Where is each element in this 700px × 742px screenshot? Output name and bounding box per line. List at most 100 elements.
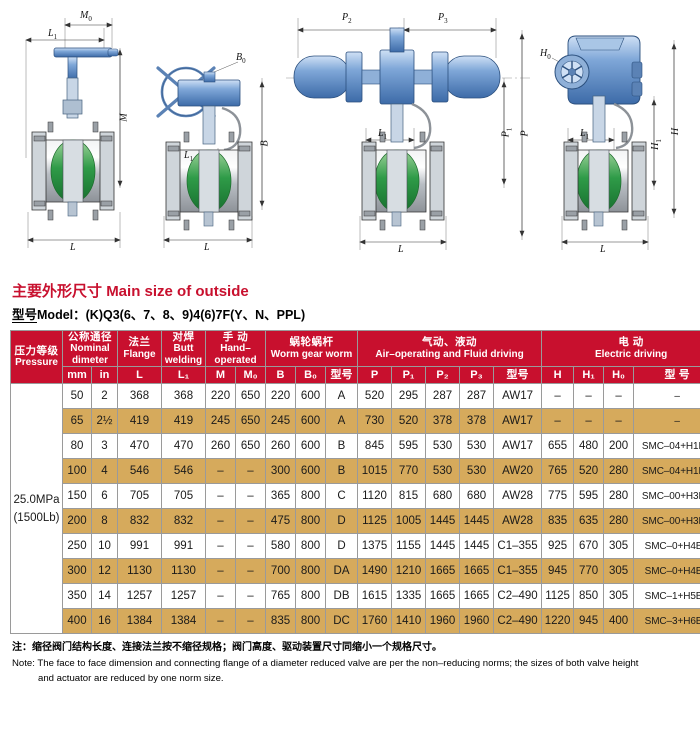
th-electric-en: Electric driving	[594, 348, 668, 360]
th-electric-cn: 电 动	[618, 336, 644, 349]
cell-worm-model: DC	[325, 608, 359, 635]
th-sub-B: B	[265, 366, 297, 385]
cell-H0: 280	[603, 483, 635, 510]
cell-P2: 378	[425, 408, 461, 435]
cell-H0: 305	[603, 533, 635, 560]
cell-electric-model: SMC–0+H4BC	[633, 533, 700, 560]
footnote-en-line1: Note: The face to face dimension and con…	[12, 657, 639, 669]
cell-P2: 1665	[425, 558, 461, 585]
main-size-table: 压力等级 Pressure 公称通径 Nominal dimeter 法兰 Fla…	[10, 329, 700, 635]
cell-P1: 1410	[391, 608, 427, 635]
cell-H: –	[541, 383, 575, 410]
cell-electric-model: SMC–00+H3BC	[633, 483, 700, 510]
section-title-en: Main size of outside	[106, 283, 249, 300]
cell-electric-model: SMC–1+H5BC	[633, 583, 700, 610]
cell-P2: 1445	[425, 533, 461, 560]
cell-M0: 650	[234, 408, 267, 435]
electric-actuator-valve-svg	[551, 35, 677, 250]
cell-H: 1125	[541, 583, 575, 610]
cell-air-model: AW20	[493, 458, 543, 485]
th-nominal-en: Nominal dimeter	[70, 342, 110, 366]
cell-H: 835	[541, 508, 575, 535]
cell-L1: 991	[161, 533, 206, 560]
cell-pressure: 25.0MPa (1500Lb)	[10, 383, 63, 635]
cell-H: 655	[541, 433, 575, 460]
th-air-en: Air–operating and Fluid driving	[375, 348, 524, 360]
cell-H1: 595	[573, 483, 605, 510]
header-sub-row: mm in L L₁ M M₀ B B₀ 型号 P P₁ P₂ P₃ 型号 H …	[11, 366, 700, 385]
cell-air-model: AW28	[493, 508, 543, 535]
cell-worm-model: D	[325, 508, 359, 535]
th-sub-P2: P₂	[425, 366, 461, 385]
cell-P2: 1665	[425, 583, 461, 610]
cell-B: 300	[265, 458, 297, 485]
dim-label-B: B	[259, 140, 271, 147]
cell-H0: 280	[603, 458, 635, 485]
cell-P3: 1445	[459, 533, 495, 560]
th-group-pressure: 压力等级 Pressure	[10, 329, 63, 385]
cell-M: –	[205, 458, 236, 485]
cell-P2: 287	[425, 383, 461, 410]
th-group-butt-welding: 对焊 Butt welding	[161, 329, 206, 368]
cell-B0: 600	[295, 433, 327, 460]
pneumatic-actuator-valve-svg	[286, 18, 532, 250]
cell-H: –	[541, 408, 575, 435]
cell-electric-model: SMC–3+H6BC	[633, 608, 700, 635]
th-flange-cn: 法兰	[128, 336, 151, 349]
dim-label-P1: P1	[500, 127, 514, 138]
th-worm-cn: 蜗轮蜗杆	[289, 336, 334, 349]
cell-P1: 520	[391, 408, 427, 435]
cell-M: –	[205, 558, 236, 585]
cell-L: 1257	[117, 583, 162, 610]
cell-L: 705	[117, 483, 162, 510]
cell-L: 832	[117, 508, 162, 535]
cell-B0: 800	[295, 508, 327, 535]
cell-mm: 80	[62, 433, 92, 460]
cell-B0: 600	[295, 458, 327, 485]
cell-in: 12	[91, 558, 118, 585]
cell-P3: 530	[459, 458, 495, 485]
th-group-flange: 法兰 Flange	[117, 329, 162, 368]
diagram-pneumatic-hydraulic-actuator-valve: P2 P3 P P1 L1 L	[286, 0, 532, 272]
table-head: 压力等级 Pressure 公称通径 Nominal dimeter 法兰 Fla…	[10, 329, 700, 385]
cell-B: 220	[265, 383, 297, 410]
cell-M0: –	[234, 608, 267, 635]
cell-P1: 295	[391, 383, 427, 410]
cell-P1: 1155	[391, 533, 427, 560]
dim-label-B0: B0	[236, 52, 246, 65]
cell-air-model: C1–355	[493, 558, 543, 585]
cell-B: 365	[265, 483, 297, 510]
th-sub-M: M	[205, 366, 236, 385]
pressure-lb: (1500Lb)	[13, 511, 60, 524]
cell-H0: 400	[603, 608, 635, 635]
table-row: 25.0MPa (1500Lb) 50 2 368 368 220 650 220 600 A 520…	[10, 383, 700, 635]
cell-H0: –	[603, 383, 635, 410]
th-sub-L: L	[117, 366, 162, 385]
cell-electric-model: –	[633, 383, 700, 410]
th-sub-M0: M₀	[234, 366, 267, 385]
cell-mm: 150	[62, 483, 92, 510]
cell-H1: –	[573, 383, 605, 410]
table-row: 200 8 832 832– –475 800 D 1125 1005 1445 1445 AW28 8…	[11, 508, 700, 535]
cell-mm: 50	[62, 383, 92, 410]
cell-worm-model: DA	[325, 558, 359, 585]
cell-L1: 419	[161, 408, 206, 435]
cell-M0: –	[234, 558, 267, 585]
th-sub-worm-model: 型号	[325, 366, 359, 385]
cell-B0: 800	[295, 583, 327, 610]
cell-air-model: AW28	[493, 483, 543, 510]
cell-H0: 305	[603, 558, 635, 585]
dim-label-P3: P3	[438, 12, 448, 25]
cell-P3: 287	[459, 383, 495, 410]
cell-H1: 480	[573, 433, 605, 460]
valve-drawings-strip: L1 M0 M L	[0, 0, 700, 272]
dim-label-M: M	[118, 113, 130, 122]
cell-L1: 470	[161, 433, 206, 460]
cell-M0: –	[234, 458, 267, 485]
th-hand-cn: 手 动	[222, 330, 249, 343]
cell-P3: 1445	[459, 508, 495, 535]
diagram-manual-lever-valve: L1 M0 M L	[8, 0, 140, 272]
cell-L1: 546	[161, 458, 206, 485]
cell-M0: –	[234, 508, 267, 535]
